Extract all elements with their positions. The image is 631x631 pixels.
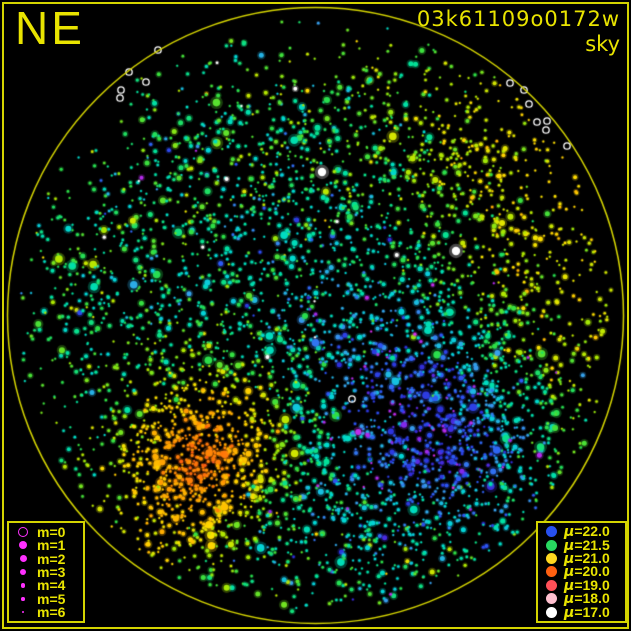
marker-cell: [538, 539, 564, 551]
magnitude-class-legend: m=0 m=1 m=2 m=3 m=4 m=5 m=6: [7, 521, 85, 623]
marker-cell: [9, 597, 37, 601]
marker-cell: [538, 579, 564, 591]
legend-label: μ=19.0: [564, 576, 610, 594]
legend-label: m=5: [37, 590, 66, 607]
marker-cell: [538, 606, 564, 618]
m1-dot-marker: [19, 541, 27, 550]
legend-row-mu21-5: μ=21.5: [538, 536, 625, 554]
legend-label: μ=21.0: [564, 550, 610, 568]
m6-dot-marker: [21, 610, 25, 614]
legend-row-mu21: μ=21.0: [538, 550, 625, 568]
exposure-title: 03k61109o0172w: [416, 7, 620, 31]
legend-row-m5: m=5: [9, 590, 83, 607]
legend-label: m=0: [37, 523, 66, 540]
marker-cell: [9, 610, 37, 614]
mu18-dot-marker: [545, 593, 557, 605]
legend-label: m=6: [37, 604, 66, 621]
legend-label: μ=22.0: [564, 523, 610, 541]
marker-cell: [538, 553, 564, 565]
legend-label: m=4: [37, 577, 66, 594]
m5-dot-marker: [21, 597, 25, 601]
marker-cell: [538, 526, 564, 538]
marker-cell: [9, 541, 37, 550]
m4-dot-marker: [20, 583, 26, 588]
plot-type-label: sky: [585, 32, 620, 56]
legend-row-m6: m=6: [9, 604, 83, 621]
legend-row-m1: m=1: [9, 537, 83, 554]
marker-cell: [538, 566, 564, 578]
marker-cell: [9, 583, 37, 588]
legend-row-mu20: μ=20.0: [538, 563, 625, 581]
legend-label: m=3: [37, 563, 66, 580]
plot-header: 03k61109o0172w sky: [417, 7, 620, 56]
legend-label: μ=18.0: [564, 590, 610, 608]
mu20-dot-marker: [545, 566, 557, 578]
marker-cell: [9, 526, 37, 537]
legend-row-mu22: μ=22.0: [538, 523, 625, 541]
mu21-5-dot-marker: [545, 539, 557, 551]
mu19-dot-marker: [545, 579, 557, 591]
legend-label: μ=17.0: [564, 603, 610, 621]
legend-label: m=2: [37, 550, 66, 567]
marker-cell: [9, 555, 37, 563]
legend-row-m2: m=2: [9, 550, 83, 567]
legend-row-m3: m=3: [9, 563, 83, 580]
m2-dot-marker: [19, 555, 27, 563]
m3-dot-marker: [20, 568, 26, 575]
mu17-dot-marker: [545, 606, 557, 618]
mu22-dot-marker: [545, 526, 557, 538]
surface-brightness-legend: μ=22.0 μ=21.5 μ=21.0 μ=20.0 μ=19.0 μ=18.…: [536, 521, 627, 623]
marker-cell: [538, 593, 564, 605]
legend-label: m=1: [37, 537, 66, 554]
legend-row-m0: m=0: [9, 523, 83, 540]
legend-row-mu18: μ=18.0: [538, 590, 625, 608]
legend-row-mu19: μ=19.0: [538, 576, 625, 594]
mu21-dot-marker: [545, 553, 557, 565]
orientation-label: NE: [15, 2, 85, 54]
marker-cell: [9, 568, 37, 575]
legend-label: μ=20.0: [564, 563, 610, 581]
legend-label: μ=21.5: [564, 536, 610, 554]
legend-row-mu17: μ=17.0: [538, 603, 625, 621]
m0-ring-marker: [18, 526, 28, 537]
legend-row-m4: m=4: [9, 577, 83, 594]
